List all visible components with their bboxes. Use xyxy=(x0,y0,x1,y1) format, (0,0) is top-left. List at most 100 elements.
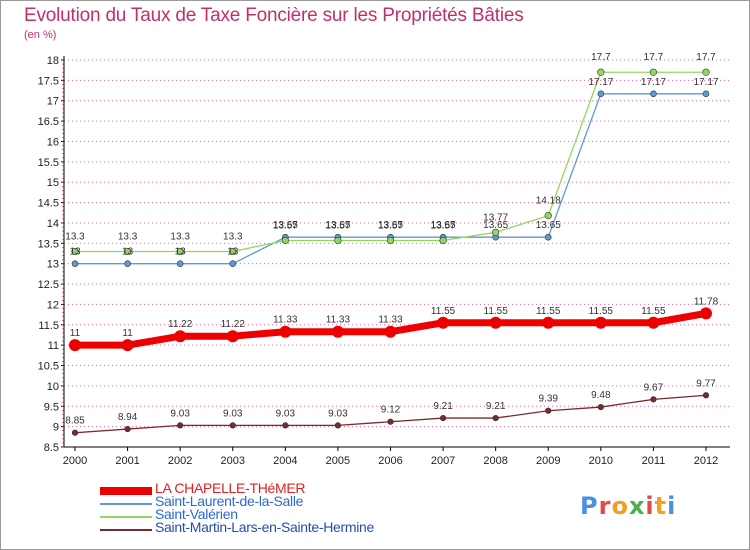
data-label: 13.65 xyxy=(378,220,403,231)
logo-letter: i xyxy=(645,492,655,520)
grid-lines xyxy=(64,59,730,448)
data-label: 17.7 xyxy=(644,52,664,63)
series-0 xyxy=(69,307,712,352)
data-label: 13.57 xyxy=(325,220,350,231)
data-label: 9.03 xyxy=(170,408,190,419)
data-label: 13.65 xyxy=(483,220,508,231)
data-label: 13.65 xyxy=(536,220,561,231)
data-label: 11.33 xyxy=(326,315,351,326)
data-point xyxy=(437,316,450,329)
legend-swatch xyxy=(100,529,152,531)
data-label: 13.3 xyxy=(65,231,85,242)
data-point xyxy=(176,260,184,267)
series-3 xyxy=(71,392,710,436)
chart-subtitle: (en %) xyxy=(24,29,57,41)
x-tick-label: 2008 xyxy=(483,455,507,467)
y-tick-label: 14 xyxy=(47,218,59,230)
x-tick-label: 2007 xyxy=(431,455,455,467)
data-point xyxy=(282,422,289,429)
data-label: 9.21 xyxy=(486,401,506,412)
data-point xyxy=(174,330,187,343)
data-point xyxy=(492,228,500,236)
data-point xyxy=(439,236,447,245)
data-label: 13 xyxy=(227,247,239,258)
data-point xyxy=(439,414,447,422)
data-point xyxy=(229,422,236,429)
data-point xyxy=(597,90,605,98)
data-label: 9.39 xyxy=(539,394,559,405)
data-label: 13.57 xyxy=(431,220,456,231)
x-axis: 2000 2001 2002 2003 2004 2005 2006 2007 2008 2009… xyxy=(63,446,730,467)
data-label: 11.22 xyxy=(168,319,193,330)
data-label: 13 xyxy=(122,247,134,258)
y-tick-label: 11 xyxy=(48,340,59,352)
data-label: 11.55 xyxy=(431,306,456,317)
y-tick-label: 17.5 xyxy=(38,75,59,87)
data-label: 13.3 xyxy=(118,231,138,242)
data-label: 9.48 xyxy=(591,390,611,401)
data-label: 11.55 xyxy=(641,306,666,317)
data-point xyxy=(226,330,239,343)
data-point xyxy=(702,392,710,399)
data-label: 17.17 xyxy=(588,77,613,88)
data-point xyxy=(281,236,289,245)
chart-title: Evolution du Taux de Taxe Foncière sur l… xyxy=(24,5,524,26)
data-point xyxy=(489,316,502,329)
data-label: 11.55 xyxy=(484,306,509,317)
legend-label: Saint-Valérien xyxy=(155,506,238,522)
data-point xyxy=(702,68,710,76)
data-label: 9.21 xyxy=(433,401,453,412)
data-label: 9.03 xyxy=(328,408,348,419)
data-point xyxy=(123,247,132,256)
data-label: 11 xyxy=(122,328,133,339)
data-label: 11.55 xyxy=(589,306,614,317)
proxiti-logo: Proxiti xyxy=(580,492,676,520)
data-point xyxy=(176,247,184,256)
data-label: 17.7 xyxy=(696,52,716,63)
logo-letter: t xyxy=(654,492,668,520)
data-point xyxy=(334,422,342,429)
series-2 xyxy=(71,68,710,256)
data-label: 13.3 xyxy=(170,231,190,242)
y-tick-label: 15.5 xyxy=(38,157,59,169)
y-tick-label: 15 xyxy=(47,177,59,189)
data-label: 9.03 xyxy=(276,408,296,419)
data-point xyxy=(124,425,131,433)
data-label: 11.33 xyxy=(378,315,403,326)
data-label: 8.94 xyxy=(118,412,138,423)
y-tick-label: 10 xyxy=(47,381,59,393)
y-tick-label: 10.5 xyxy=(38,361,59,373)
data-point xyxy=(279,325,292,338)
data-label: 11.78 xyxy=(694,296,719,307)
data-point xyxy=(702,90,710,98)
data-point xyxy=(71,260,79,267)
data-label: 11.33 xyxy=(273,315,298,326)
y-tick-label: 12 xyxy=(47,299,59,311)
data-label: 13.65 xyxy=(273,220,298,231)
data-point xyxy=(542,316,555,329)
data-point xyxy=(384,325,397,338)
logo-letter: i xyxy=(667,492,677,520)
data-point xyxy=(649,68,658,76)
series-layer xyxy=(69,68,712,436)
x-tick-label: 2005 xyxy=(326,455,350,467)
data-point xyxy=(544,212,552,220)
x-tick-label: 2004 xyxy=(273,455,297,467)
data-label: 8.85 xyxy=(65,416,85,427)
data-point xyxy=(597,403,604,411)
data-point xyxy=(69,339,81,352)
legend-label: Saint-Martin-Lars-en-Sainte-Hermine xyxy=(155,519,375,535)
y-tick-label: 13 xyxy=(47,259,59,271)
data-label: 11 xyxy=(70,328,81,339)
data-point xyxy=(124,260,131,267)
data-point xyxy=(492,414,499,422)
data-point xyxy=(334,236,342,245)
data-label: 13.65 xyxy=(325,220,350,231)
data-point xyxy=(597,68,605,76)
data-label: 14.18 xyxy=(536,196,561,207)
data-labels-layer: 11 11 11.22 11.22 11.33 11.33 11.33 11.55 11.55 1… xyxy=(65,52,719,427)
data-label: 11.22 xyxy=(221,319,246,330)
y-tick-label: 9.5 xyxy=(44,401,59,413)
